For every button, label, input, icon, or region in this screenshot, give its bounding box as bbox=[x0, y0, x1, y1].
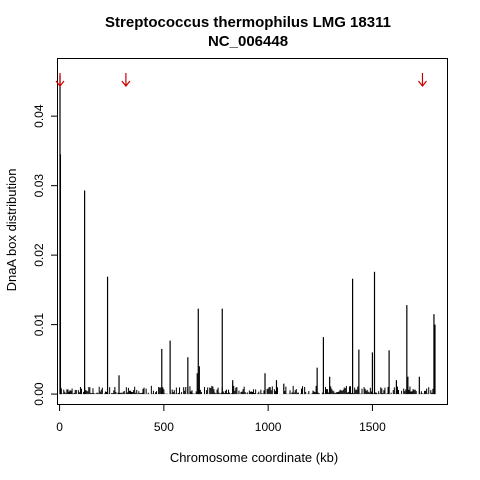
chart-title-line-2: NC_006448 bbox=[208, 33, 288, 50]
x-tick-label: 500 bbox=[154, 420, 174, 434]
arrow-down-icon bbox=[55, 73, 65, 87]
x-tick-label: 1500 bbox=[359, 420, 386, 434]
y-tick-label: 0.00 bbox=[32, 382, 46, 406]
y-tick-label: 0.01 bbox=[32, 313, 46, 337]
x-tick-label: 1000 bbox=[255, 420, 282, 434]
y-tick-label: 0.03 bbox=[32, 174, 46, 198]
x-axis: 0 500 1000 1500 bbox=[56, 404, 386, 434]
arrow-markers bbox=[55, 73, 427, 87]
x-axis-label: Chromosome coordinate (kb) bbox=[170, 450, 338, 465]
arrow-down-icon bbox=[418, 73, 427, 87]
y-axis: 0.00 0.01 0.02 0.03 0.04 bbox=[32, 104, 58, 406]
x-tick-label: 0 bbox=[56, 420, 63, 434]
arrow-down-icon bbox=[121, 73, 131, 87]
chart-title-line-1: Streptococcus thermophilus LMG 18311 bbox=[105, 14, 391, 31]
spike-series bbox=[59, 75, 436, 395]
y-tick-label: 0.02 bbox=[32, 243, 46, 267]
y-tick-label: 0.04 bbox=[32, 104, 46, 128]
y-axis-label: DnaA box distribution bbox=[4, 169, 19, 292]
